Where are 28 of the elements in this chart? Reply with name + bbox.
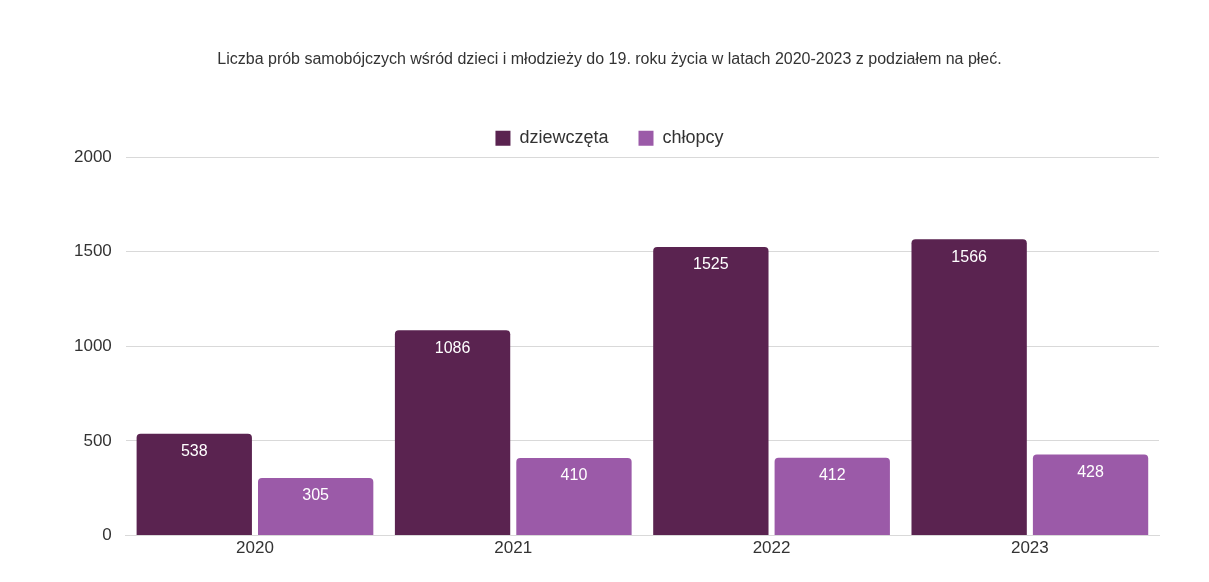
data-label: 1086 [434,338,471,356]
bar [1032,454,1149,536]
data-label: 410 [560,466,588,484]
x-tick-label: 2022 [752,538,791,558]
data-label: 428 [1077,463,1104,481]
x-tick-label: 2021 [494,538,533,558]
bar [653,247,769,536]
legend-label: chłopcy [662,127,724,148]
bar [258,477,374,536]
data-label: 1525 [693,255,729,273]
y-tick-label: 500 [83,430,112,450]
bar [394,330,511,536]
y-tick-label: 2000 [73,146,112,166]
legend-label: dziewczęta [519,127,610,148]
data-label: 1566 [951,247,988,265]
data-label: 305 [302,486,330,504]
x-tick-label: 2020 [236,538,274,558]
bar [911,239,1027,536]
data-label: 412 [818,466,846,484]
y-tick-label: 1000 [73,336,112,356]
y-tick-label: 1500 [73,241,112,261]
x-tick-label: 2023 [1010,538,1049,558]
data-label: 538 [180,442,208,460]
bar [516,458,632,536]
bar [136,433,252,536]
y-tick-label: 0 [102,525,112,545]
bar [774,457,890,536]
chart-title: Liczba prób samobójczych wśród dzieci i młodzieży do 19. roku życia w latach 2020-2023 z podziałem na płeć. [217,50,1002,68]
